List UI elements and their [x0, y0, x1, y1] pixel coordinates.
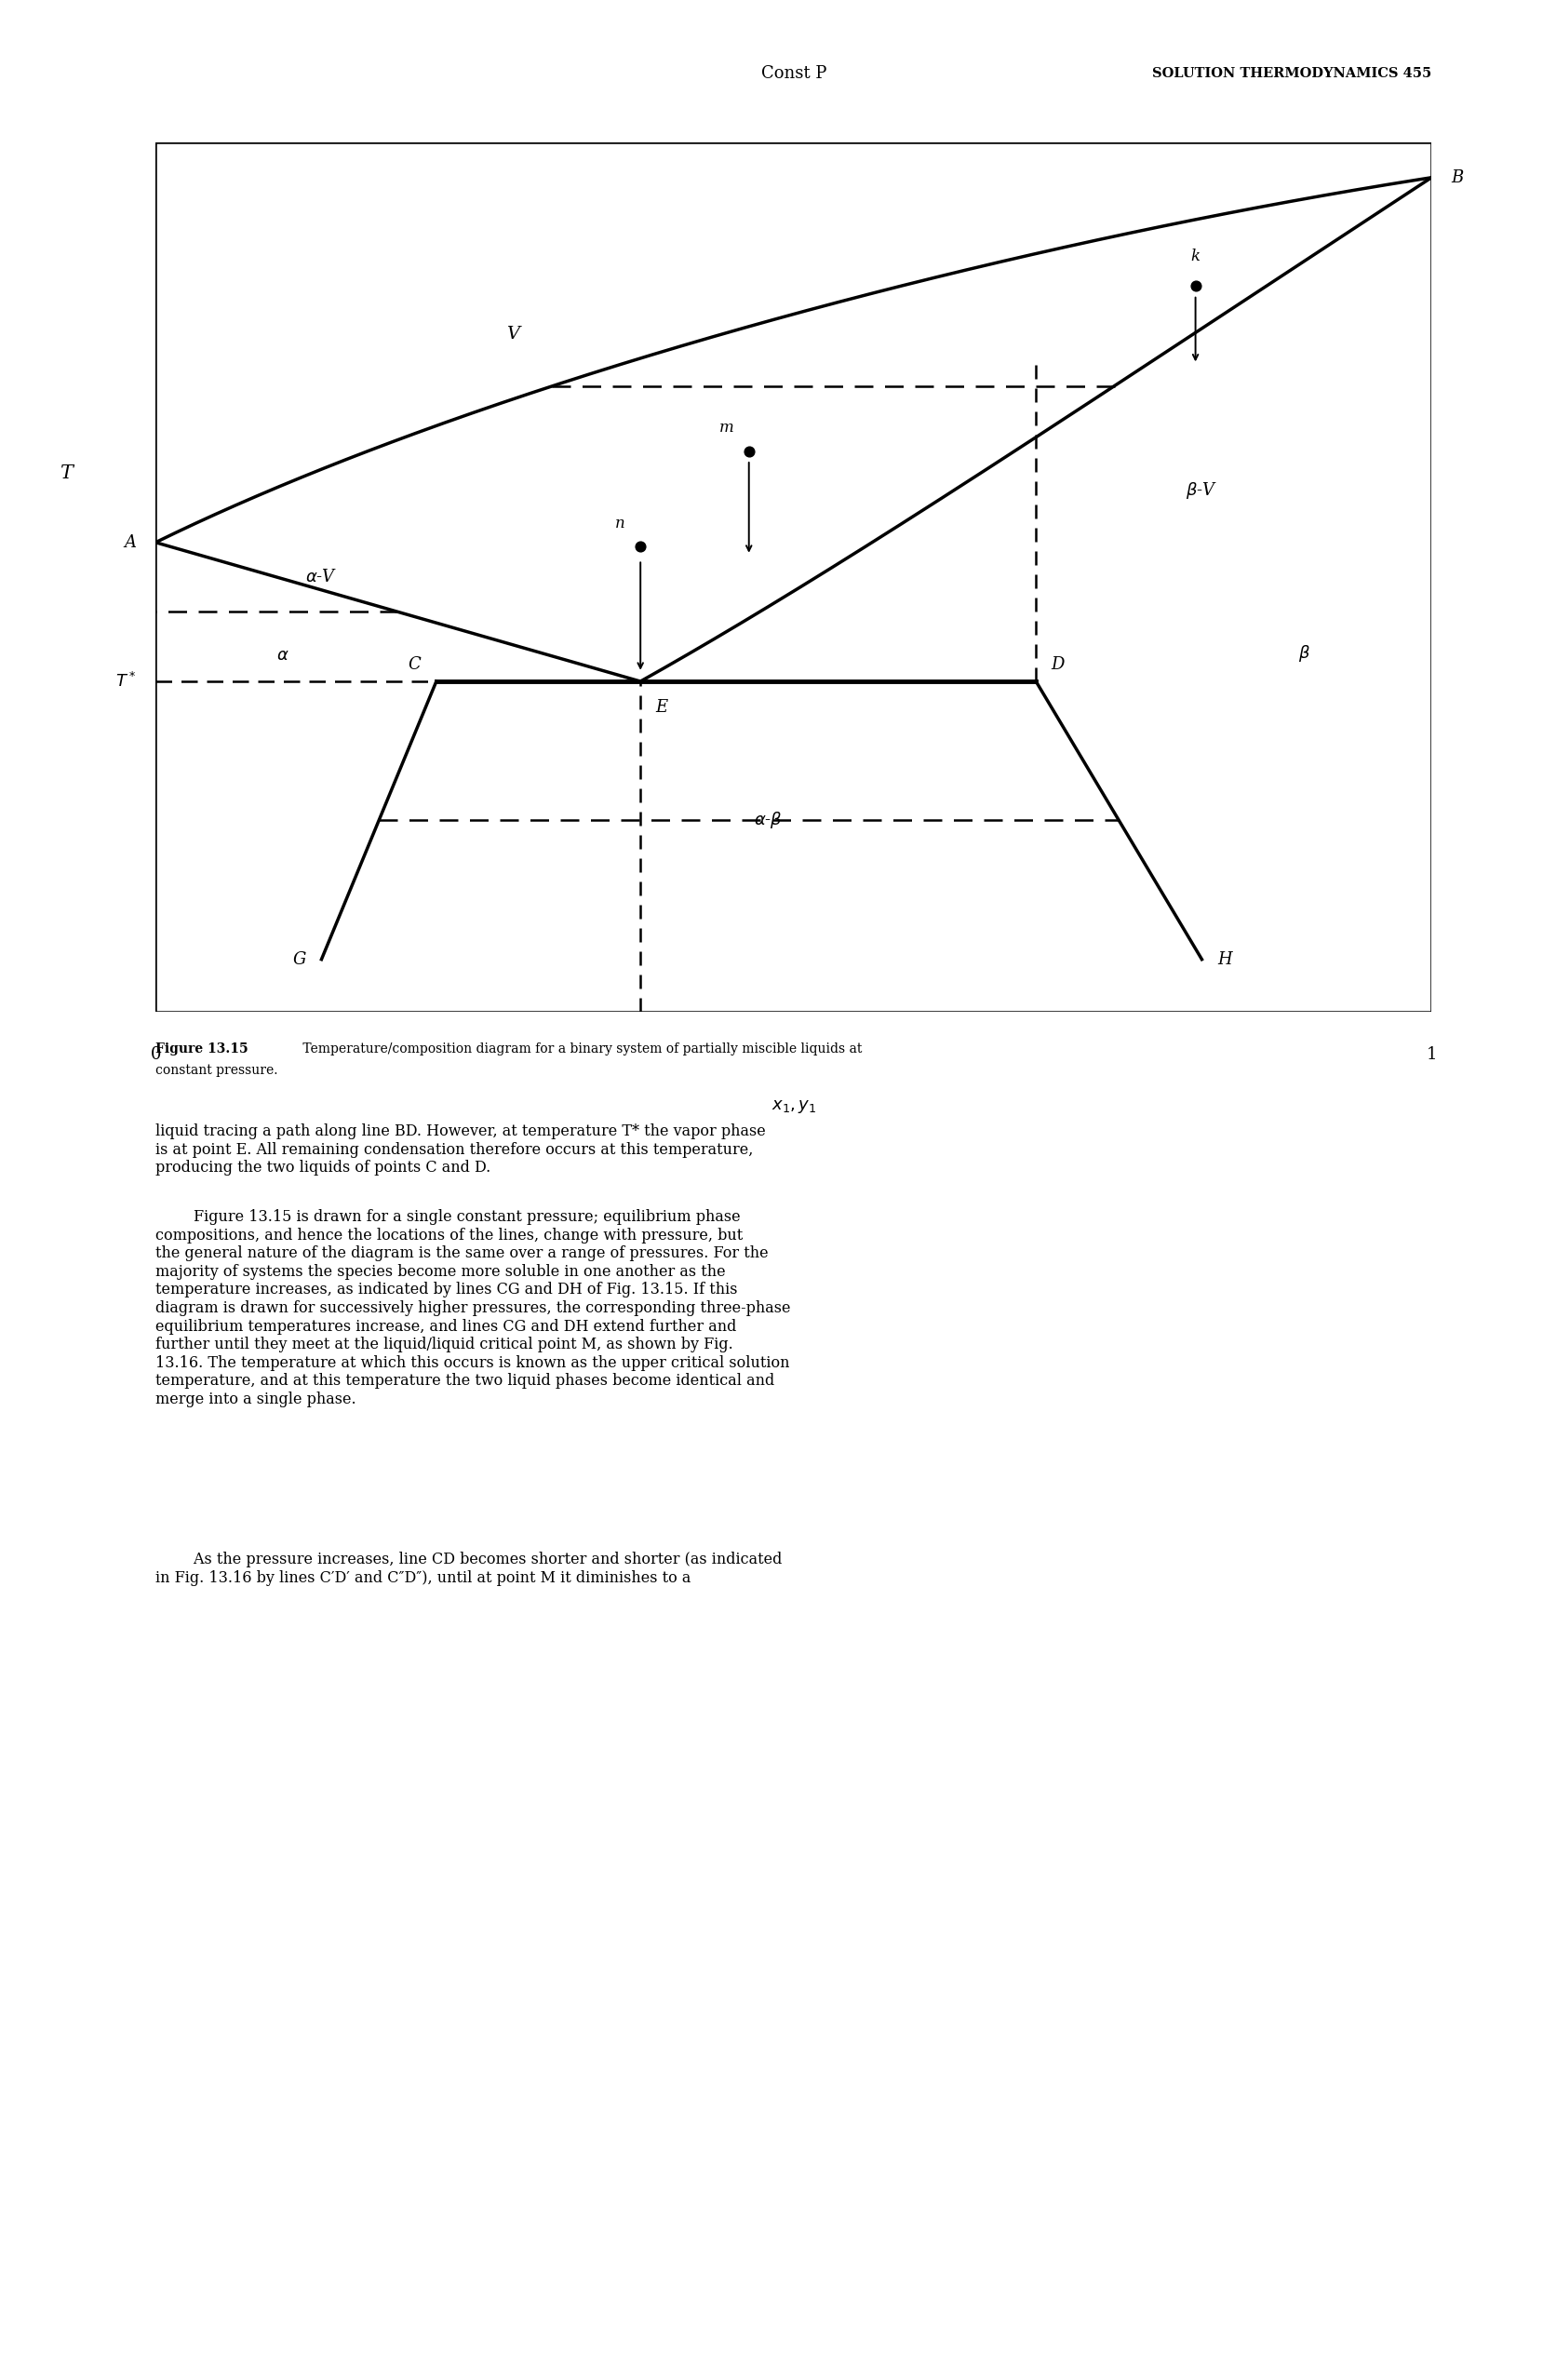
Text: D: D: [1052, 657, 1064, 674]
Text: $T^*$: $T^*$: [115, 671, 137, 690]
Text: Figure 13.15 is drawn for a single constant pressure; equilibrium phase
composit: Figure 13.15 is drawn for a single const…: [156, 1209, 790, 1407]
Text: As the pressure increases, line CD becomes shorter and shorter (as indicated
in : As the pressure increases, line CD becom…: [156, 1552, 783, 1585]
Text: $\beta$-V: $\beta$-V: [1186, 481, 1218, 500]
Text: B: B: [1450, 169, 1463, 186]
Text: $\beta$: $\beta$: [1298, 643, 1310, 664]
Text: n: n: [615, 516, 626, 531]
Text: k: k: [1190, 248, 1200, 264]
Point: [1183, 267, 1207, 305]
Point: [736, 433, 761, 471]
Text: V: V: [506, 326, 520, 343]
Point: [629, 528, 654, 566]
Text: Figure 13.15: Figure 13.15: [156, 1042, 249, 1054]
Text: Const P: Const P: [761, 64, 826, 81]
Text: $x_1, y_1$: $x_1, y_1$: [772, 1100, 815, 1116]
Text: T: T: [59, 464, 73, 481]
Text: Temperature/composition diagram for a binary system of partially miscible liquid: Temperature/composition diagram for a bi…: [299, 1042, 862, 1054]
Text: $\alpha$-$\beta$: $\alpha$-$\beta$: [753, 809, 783, 831]
Text: constant pressure.: constant pressure.: [156, 1064, 279, 1076]
Text: $\alpha$: $\alpha$: [277, 647, 289, 664]
Text: A: A: [124, 533, 137, 550]
Text: 1: 1: [1427, 1047, 1436, 1064]
Text: SOLUTION THERMODYNAMICS 455: SOLUTION THERMODYNAMICS 455: [1151, 67, 1432, 79]
Text: H: H: [1217, 952, 1232, 969]
Text: liquid tracing a path along line BD. However, at temperature T* the vapor phase
: liquid tracing a path along line BD. How…: [156, 1123, 766, 1176]
Text: $\alpha$-V: $\alpha$-V: [305, 569, 338, 585]
Text: G: G: [293, 952, 307, 969]
Text: m: m: [719, 419, 733, 436]
Text: E: E: [655, 700, 668, 716]
Text: 0: 0: [151, 1047, 160, 1064]
Text: C: C: [408, 657, 422, 674]
